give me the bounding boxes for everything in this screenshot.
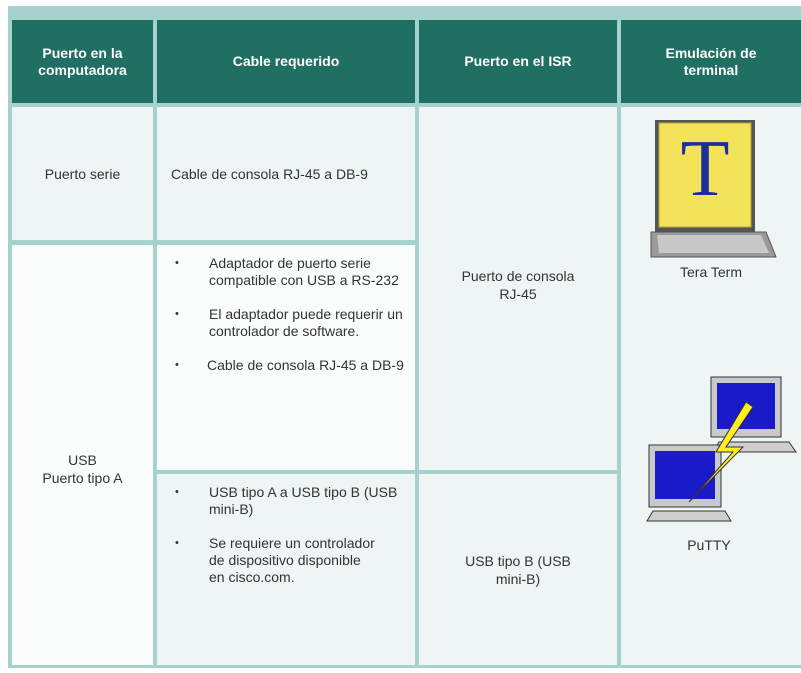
bullet: Se requiere un controlador de dispositiv…: [157, 535, 415, 586]
bullet: Adaptador de puerto serie compatible con…: [157, 255, 411, 289]
header-cell: Emulación de terminal: [621, 20, 801, 103]
header-cell: Cable requerido: [157, 20, 415, 103]
header-cell: Puerto en el ISR: [419, 20, 617, 103]
svg-text:T: T: [681, 125, 730, 213]
putty-icon: [646, 376, 797, 522]
cell: Puerto serie: [12, 107, 153, 240]
cell-text: USB: [68, 452, 97, 468]
cell: Cable de consola RJ-45 a DB-9: [157, 107, 415, 240]
terminal-icons: T Tera Term PuTTY: [646, 120, 797, 553]
cell: T Tera Term PuTTY: [621, 107, 801, 665]
cell: Puerto de consola RJ-45: [419, 107, 617, 470]
bullet: Cable de consola RJ-45 a DB-9: [157, 357, 411, 374]
cell-text: USB tipo B (USB mini-B): [465, 553, 571, 587]
bullet: El adaptador puede requerir un controlad…: [157, 306, 411, 340]
bullet: USB tipo A a USB tipo B (USB mini-B): [157, 484, 415, 518]
bullet-list: Adaptador de puerto serie compatible con…: [157, 255, 411, 374]
tera-term-icon: T: [650, 120, 777, 258]
bullet-list: USB tipo A a USB tipo B (USB mini-B) Se …: [157, 484, 415, 586]
cell-text: Puerto tipo A: [42, 470, 123, 486]
header-cell: Puerto en la computadora: [12, 20, 153, 103]
cell-text: Puerto serie: [44, 165, 121, 182]
cell: Adaptador de puerto serie compatible con…: [157, 245, 415, 470]
cell: USB tipo A a USB tipo B (USB mini-B) Se …: [157, 474, 415, 665]
cell-text: Cable de consola RJ-45 a DB-9: [171, 166, 368, 182]
tera-term-label: Tera Term: [680, 264, 742, 280]
putty-label: PuTTY: [687, 537, 731, 553]
cell: USB Puerto tipo A: [12, 245, 153, 665]
cell: USB tipo B (USB mini-B): [419, 474, 617, 665]
cell-text: Puerto de consola RJ-45: [461, 268, 575, 302]
